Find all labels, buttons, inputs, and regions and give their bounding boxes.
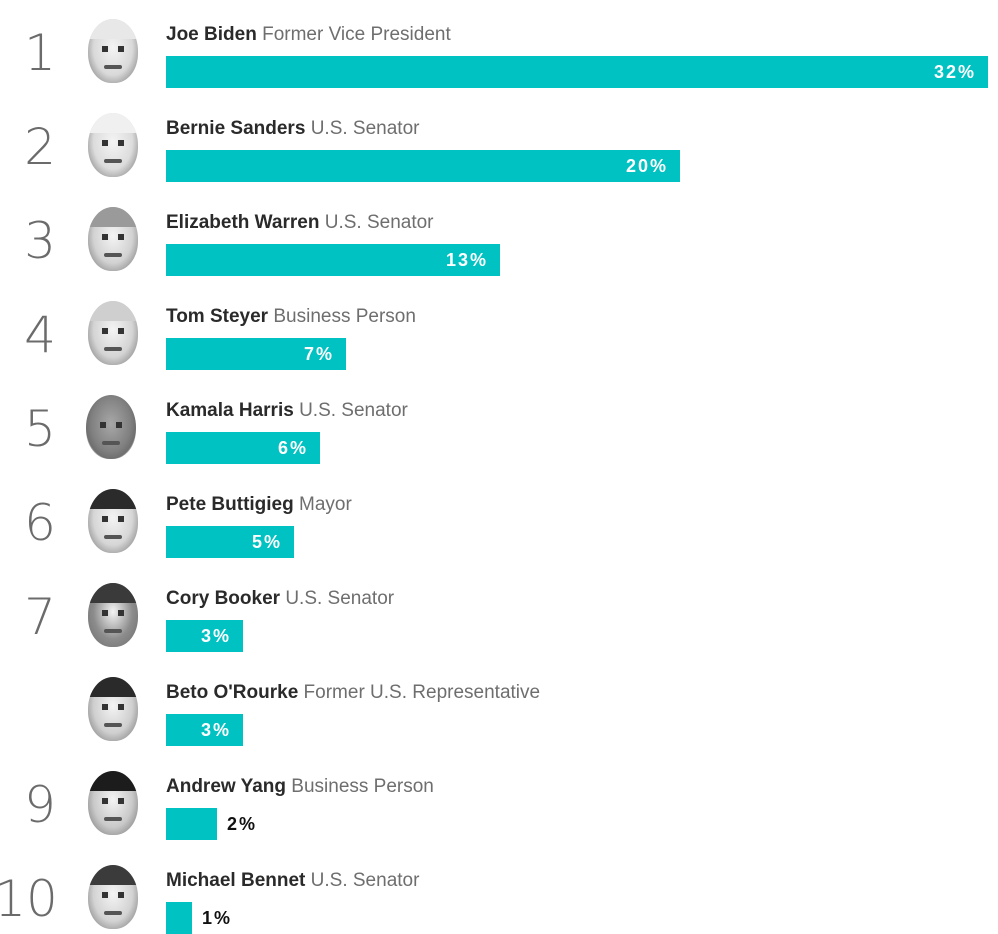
candidate-label: Andrew Yang Business Person bbox=[166, 775, 434, 799]
michael-bennet-portrait-icon bbox=[88, 865, 138, 929]
candidate-name: Andrew Yang bbox=[166, 776, 287, 797]
candidate-label: Joe Biden Former Vice President bbox=[166, 23, 451, 47]
candidate-role: U.S. Senator bbox=[310, 870, 420, 891]
bar-pete-buttigieg bbox=[166, 526, 294, 558]
candidate-role: Former U.S. Representative bbox=[303, 682, 541, 703]
candidate-name: Michael Bennet bbox=[166, 870, 306, 891]
rank-number: 3 bbox=[24, 212, 56, 270]
rank-number: 5 bbox=[24, 400, 56, 458]
bar-beto-o-rourke bbox=[166, 714, 243, 746]
kamala-harris-portrait-icon bbox=[86, 395, 136, 459]
elizabeth-warren-portrait-icon bbox=[88, 207, 138, 271]
candidate-label: Michael Bennet U.S. Senator bbox=[166, 869, 419, 893]
candidate-name: Pete Buttigieg bbox=[166, 494, 294, 515]
candidate-role: U.S. Senator bbox=[285, 588, 395, 609]
rank-number: 4 bbox=[24, 306, 56, 364]
bar-cory-booker bbox=[166, 620, 243, 652]
candidate-role: Business Person bbox=[273, 306, 416, 327]
candidate-label: Kamala Harris U.S. Senator bbox=[166, 399, 408, 423]
bar-bernie-sanders bbox=[166, 150, 680, 182]
rank-number: 1 bbox=[24, 24, 56, 82]
pete-buttigieg-portrait-icon bbox=[88, 489, 138, 553]
candidate-label: Beto O'Rourke Former U.S. Representative bbox=[166, 681, 540, 705]
candidate-role: U.S. Senator bbox=[324, 212, 434, 233]
rank-number: 2 bbox=[24, 118, 56, 176]
bar-michael-bennet bbox=[166, 902, 192, 934]
value-label: 32% bbox=[933, 62, 976, 82]
bar-tom-steyer bbox=[166, 338, 346, 370]
andrew-yang-portrait-icon bbox=[88, 771, 138, 835]
joe-biden-portrait-icon bbox=[88, 19, 138, 83]
tom-steyer-portrait-icon bbox=[88, 301, 138, 365]
cory-booker-portrait-icon bbox=[88, 583, 138, 647]
candidate-role: Mayor bbox=[299, 494, 352, 515]
candidate-name: Elizabeth Warren bbox=[166, 212, 320, 233]
bar-joe-biden bbox=[166, 56, 988, 88]
bar-kamala-harris bbox=[166, 432, 320, 464]
value-label: 2% bbox=[227, 814, 258, 834]
candidate-role: Former Vice President bbox=[262, 24, 451, 45]
value-label: 6% bbox=[277, 438, 308, 458]
candidate-name: Beto O'Rourke bbox=[166, 682, 299, 703]
value-label: 5% bbox=[251, 532, 282, 552]
candidate-label: Pete Buttigieg Mayor bbox=[166, 493, 352, 517]
candidate-label: Bernie Sanders U.S. Senator bbox=[166, 117, 419, 141]
candidate-label: Tom Steyer Business Person bbox=[166, 305, 416, 329]
bar-andrew-yang bbox=[166, 808, 217, 840]
bernie-sanders-portrait-icon bbox=[88, 113, 138, 177]
candidate-role: U.S. Senator bbox=[299, 400, 408, 421]
candidate-name: Joe Biden bbox=[166, 24, 257, 45]
value-label: 3% bbox=[200, 626, 231, 646]
value-label: 1% bbox=[202, 908, 233, 928]
rank-number: 7 bbox=[24, 588, 56, 646]
candidate-name: Tom Steyer bbox=[166, 306, 269, 327]
value-label: 3% bbox=[200, 720, 231, 740]
candidate-label: Cory Booker U.S. Senator bbox=[166, 587, 394, 611]
candidate-label: Elizabeth Warren U.S. Senator bbox=[166, 211, 434, 235]
value-label: 13% bbox=[445, 250, 488, 270]
candidate-name: Bernie Sanders bbox=[166, 118, 306, 139]
candidate-name: Cory Booker bbox=[166, 588, 281, 609]
value-label: 7% bbox=[303, 344, 334, 364]
rank-number: 6 bbox=[24, 494, 56, 552]
bar-elizabeth-warren bbox=[166, 244, 500, 276]
rank-number: 9 bbox=[24, 776, 56, 834]
candidate-name: Kamala Harris bbox=[166, 400, 294, 421]
rank-number: 10 bbox=[0, 870, 58, 928]
beto-orourke-portrait-icon bbox=[88, 677, 138, 741]
candidate-role: Business Person bbox=[291, 776, 434, 797]
value-label: 20% bbox=[625, 156, 668, 176]
candidate-role: U.S. Senator bbox=[310, 118, 420, 139]
